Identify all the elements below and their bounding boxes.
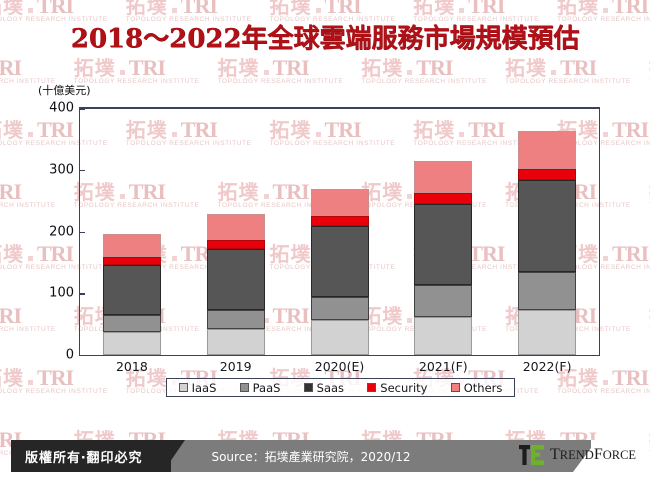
- y-axis-tick-label: 100: [49, 285, 74, 301]
- bar-segment-saas[interactable]: [206, 248, 265, 310]
- bar-segment-iaas[interactable]: [206, 329, 265, 355]
- bar-segment-paas[interactable]: [518, 271, 577, 310]
- x-axis-tick-label: 2022(F): [522, 359, 572, 374]
- bar-segment-others[interactable]: [518, 131, 577, 170]
- bar-segment-others[interactable]: [310, 188, 369, 217]
- bar-segment-others[interactable]: [102, 233, 161, 257]
- y-axis-tick-label: 0: [65, 347, 74, 363]
- trendforce-mark-icon: [519, 445, 544, 465]
- bar-segment-iaas[interactable]: [310, 319, 369, 355]
- bar-segment-security[interactable]: [518, 169, 577, 181]
- legend-swatch-paas: [239, 383, 249, 392]
- y-axis-tick-label: 400: [49, 100, 74, 116]
- bar-segment-paas[interactable]: [206, 309, 265, 330]
- y-axis-tick-mark: [79, 169, 85, 172]
- chart-legend: IaaS PaaS Saas Security Others: [166, 378, 515, 397]
- legend-label: PaaS: [252, 380, 281, 395]
- y-axis-tick-label: 300: [49, 162, 74, 178]
- trendforce-wordmark: TRENDFORCE: [550, 446, 637, 463]
- legend-item-paas[interactable]: PaaS: [239, 380, 281, 395]
- bar-segment-iaas[interactable]: [518, 309, 577, 355]
- x-axis-tick-label: 2018: [115, 359, 148, 374]
- bar-segment-security[interactable]: [414, 193, 473, 205]
- bar-group[interactable]: [310, 108, 369, 355]
- bar-segment-security[interactable]: [206, 239, 265, 249]
- legend-item-saas[interactable]: Saas: [303, 380, 345, 395]
- bar-segment-saas[interactable]: [310, 225, 369, 297]
- legend-swatch-iaas: [178, 383, 188, 392]
- legend-swatch-saas: [303, 383, 313, 392]
- footer-black-tip: [163, 440, 185, 472]
- y-axis-tick-mark: [79, 293, 85, 295]
- footer-source-text: Source：拓墣產業研究院，2020/12: [211, 449, 411, 464]
- legend-swatch-others: [450, 383, 460, 392]
- bar-segment-paas[interactable]: [414, 284, 473, 317]
- bar-segment-others[interactable]: [206, 213, 265, 240]
- y-axis-tick-mark: [79, 108, 85, 110]
- legend-label: Security: [380, 380, 428, 395]
- bar-group[interactable]: [518, 108, 577, 355]
- bar-group[interactable]: [102, 108, 161, 355]
- legend-item-security[interactable]: Security: [367, 380, 428, 395]
- legend-label: Others: [463, 380, 503, 395]
- bar-segment-iaas[interactable]: [414, 316, 473, 355]
- footer-black-band: [11, 440, 171, 472]
- x-axis-tick-label: 2021(F): [418, 359, 468, 374]
- footer-white-band: [591, 440, 639, 472]
- trendforce-logo: TRENDFORCE: [519, 443, 636, 467]
- bar-segment-saas[interactable]: [102, 264, 161, 315]
- bar-group[interactable]: [206, 108, 265, 355]
- page-title: 2018～2022年全球雲端服務市場規模預估: [70, 24, 580, 54]
- bar-segment-others[interactable]: [414, 160, 473, 194]
- chart-bars: [80, 108, 599, 355]
- bar-segment-saas[interactable]: [414, 204, 473, 285]
- bar-segment-paas[interactable]: [102, 314, 161, 333]
- y-axis-tick-label: 200: [49, 224, 74, 239]
- bar-group[interactable]: [414, 108, 473, 355]
- bar-segment-security[interactable]: [310, 216, 369, 226]
- x-axis-tick-label: 2020(E): [314, 359, 365, 374]
- bar-segment-paas[interactable]: [310, 296, 369, 320]
- legend-item-iaas[interactable]: IaaS: [178, 380, 217, 395]
- x-axis-tick-label: 2019: [219, 359, 252, 374]
- legend-item-others[interactable]: Others: [450, 380, 503, 395]
- bar-segment-iaas[interactable]: [102, 332, 161, 355]
- y-axis-unit-label: (十億美元): [38, 84, 91, 97]
- copyright-text: 版權所有‧翻印必究: [25, 451, 143, 466]
- legend-label: Saas: [316, 380, 345, 395]
- y-axis-tick-mark: [79, 231, 85, 233]
- legend-swatch-security: [367, 383, 377, 392]
- legend-label: IaaS: [191, 380, 217, 395]
- footer: Source：拓墣產業研究院，2020/12 版權所有‧翻印必究 TRENDFO…: [11, 440, 639, 472]
- bar-segment-saas[interactable]: [518, 180, 577, 272]
- bar-segment-security[interactable]: [102, 256, 161, 265]
